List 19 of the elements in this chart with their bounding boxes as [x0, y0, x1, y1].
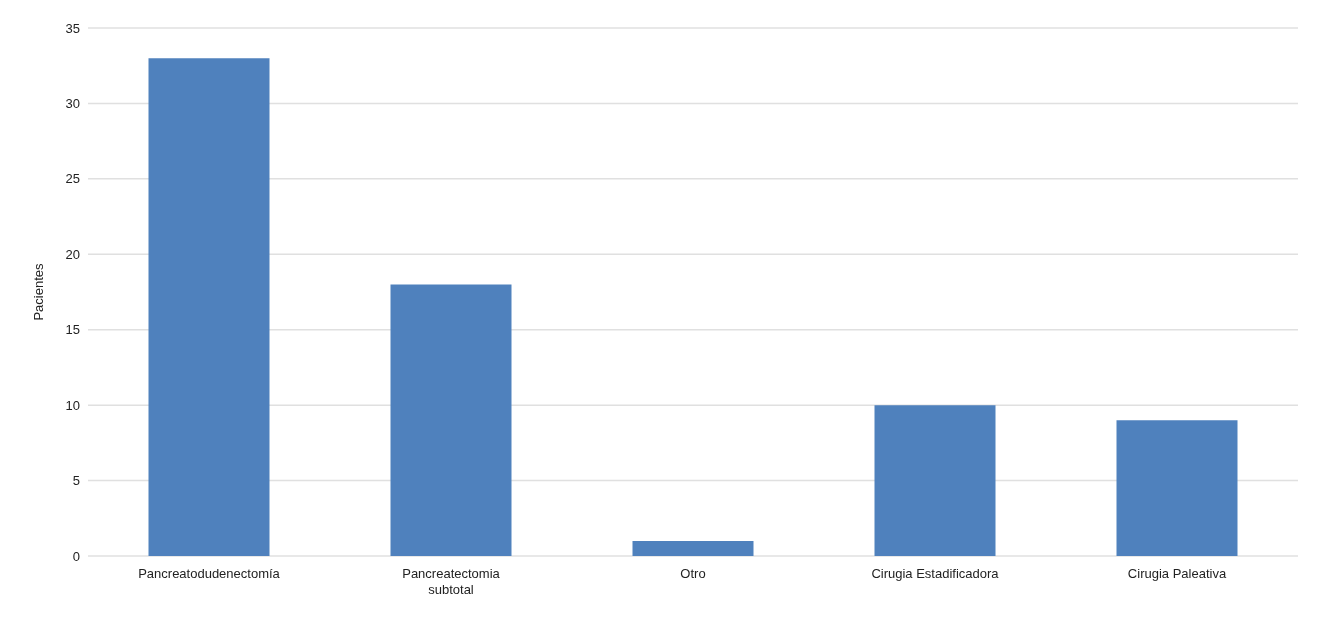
- x-tick-label: Pancreatectomia subtotal: [402, 566, 501, 597]
- bar: [1116, 420, 1238, 556]
- y-tick-label: 0: [72, 548, 80, 564]
- y-tick-label: 30: [65, 96, 80, 112]
- y-tick-label: 15: [65, 322, 80, 338]
- bar: [390, 284, 512, 556]
- x-tick-label: Cirugia Estadificadora: [871, 566, 1000, 581]
- bar: [632, 540, 754, 556]
- x-tick-label: Cirugia Paleativa: [1127, 566, 1227, 581]
- x-tick-label: Pancreatodudenectomía: [138, 566, 281, 581]
- y-tick-label: 20: [65, 246, 80, 262]
- y-tick-label: 5: [72, 473, 80, 489]
- x-tick-label: Otro: [680, 566, 706, 581]
- y-tick-label: 10: [65, 397, 80, 413]
- y-tick-label: 25: [65, 171, 80, 187]
- y-axis-title: Pacientes: [30, 262, 46, 321]
- bar: [148, 58, 270, 556]
- y-tick-label: 35: [65, 20, 80, 36]
- bar: [874, 405, 996, 556]
